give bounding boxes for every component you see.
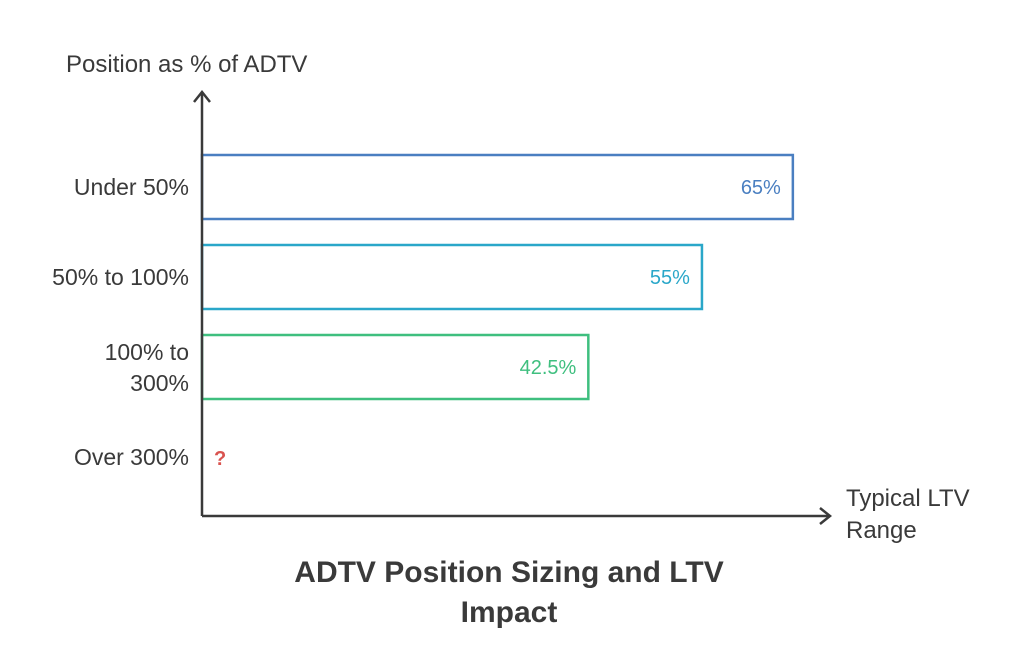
y-axis-title: Position as % of ADTV (66, 51, 307, 78)
category-label-2: 50% to 100% (52, 264, 189, 290)
bar-2 (200, 243, 704, 311)
bar-3 (200, 333, 590, 401)
data-label-1: 65% (741, 177, 781, 199)
labels-group: 65% 55% 42.5%? Under 50% 50% to 100% 100% to 3… (52, 51, 969, 629)
data-label-4: ? (214, 448, 226, 470)
x-axis-arrow-icon (819, 507, 833, 525)
x-axis-title: Typical LTV Range (846, 485, 970, 544)
axes-group (193, 89, 833, 525)
data-label-3: 42.5% (520, 357, 577, 379)
chart-title: ADTV Position Sizing and LTV Impact (294, 556, 723, 629)
bar-1 (200, 153, 795, 221)
category-label-4: Over 300% (74, 444, 189, 470)
category-label-3: 100% to 300% (105, 339, 189, 396)
y-axis-arrow-icon (193, 89, 211, 103)
data-label-2: 55% (650, 267, 690, 289)
bars-group (200, 153, 795, 401)
category-label-1: Under 50% (74, 174, 189, 200)
